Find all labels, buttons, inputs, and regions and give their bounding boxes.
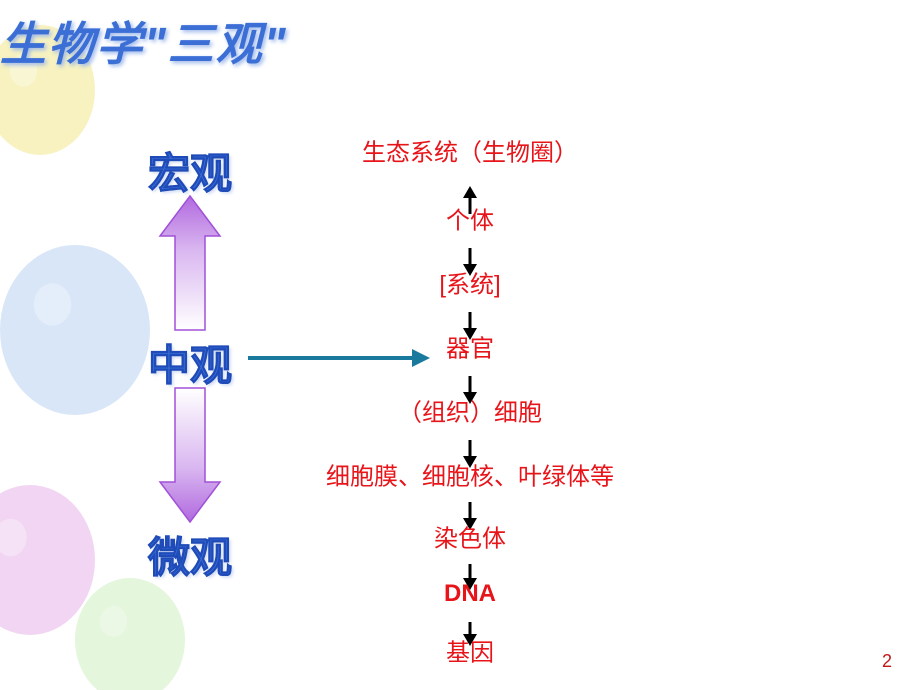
hierarchy-item: 细胞膜、细胞核、叶绿体等 bbox=[326, 457, 614, 492]
hierarchy-item: 器官 bbox=[446, 329, 494, 364]
macro-label: 宏观 bbox=[130, 140, 250, 201]
hierarchy-item: 个体 bbox=[446, 201, 494, 236]
hierarchy-item: （组织）细胞 bbox=[398, 393, 542, 428]
horizontal-arrow bbox=[248, 349, 430, 367]
micro-label: 微观 bbox=[130, 524, 250, 585]
hierarchy-item: [系统] bbox=[439, 265, 500, 300]
slide-title: 生物学"三观" bbox=[0, 8, 288, 74]
hierarchy-item: 生态系统（生物圈） bbox=[362, 133, 578, 168]
hierarchy-item: DNA bbox=[444, 580, 496, 608]
hierarchy-item: 基因 bbox=[446, 633, 494, 668]
title-text: 生物学"三观" bbox=[0, 18, 288, 70]
hierarchy-item: 染色体 bbox=[434, 519, 506, 554]
meso-label: 中观 bbox=[130, 332, 250, 393]
gradient-arrow-up bbox=[160, 196, 220, 330]
gradient-arrow-down bbox=[160, 388, 220, 522]
page-number: 2 bbox=[882, 651, 892, 672]
